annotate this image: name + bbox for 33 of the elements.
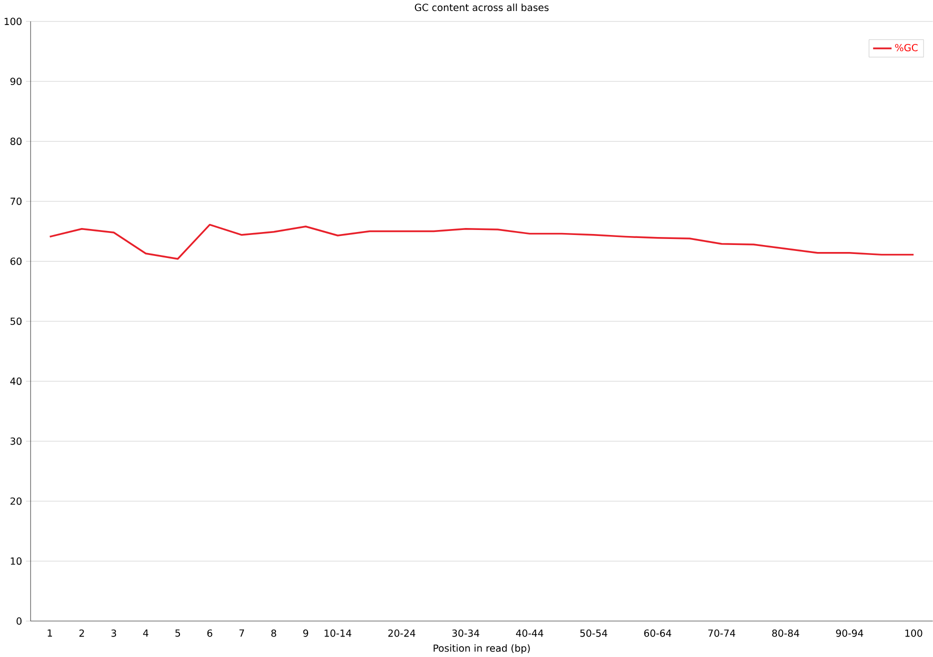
y-tick-label: 0 (16, 617, 22, 625)
x-tick-label: 2 (79, 629, 84, 637)
x-tick-label: 1 (48, 629, 52, 636)
y-tick-label: 80 (10, 138, 22, 145)
x-tick-label: 100 (905, 629, 922, 637)
y-tick-label: 10 (10, 557, 22, 565)
y-tick-label: 40 (10, 377, 22, 385)
x-tick-label: 40-44 (516, 629, 544, 637)
x-tick-label: 70-74 (708, 629, 736, 637)
x-tick-label: 10-14 (324, 629, 352, 637)
x-tick-label: 4 (143, 629, 148, 636)
x-tick-label: 60-64 (644, 629, 672, 637)
y-tick-label: 70 (10, 197, 22, 205)
x-tick-label: 6 (207, 629, 212, 637)
y-tick-label: 60 (10, 257, 22, 265)
x-tick-label: 30-34 (452, 629, 480, 637)
x-tick-label: 90-94 (836, 629, 864, 637)
y-tick-label: 30 (10, 437, 22, 445)
x-tick-label: 20-24 (388, 629, 416, 637)
x-tick-label: 9 (303, 629, 308, 637)
x-axis-title: Position in read (bp) (434, 644, 530, 654)
x-tick-label: 7 (239, 629, 244, 636)
x-tick-label: 5 (175, 629, 180, 637)
x-tick-label: 8 (271, 629, 276, 637)
chart-title: GC content across all bases (414, 3, 549, 11)
legend-label: %GC (895, 44, 918, 52)
x-tick-label: 50-54 (580, 629, 608, 637)
x-tick-label: 3 (111, 629, 116, 637)
y-tick-label: 20 (10, 497, 22, 505)
y-tick-label: 90 (10, 78, 22, 85)
y-tick-label: 50 (10, 317, 22, 325)
y-tick-label: 100 (4, 18, 22, 25)
x-tick-label: 80-84 (772, 629, 800, 637)
